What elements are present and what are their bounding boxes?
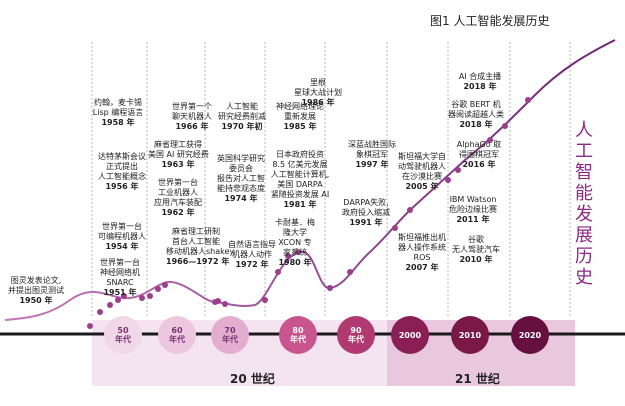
event-label: IBM Watson 危险边缘比赛 2011 年 [443, 195, 503, 225]
decade-marker: 70 年代 [211, 316, 249, 354]
event-dot [487, 137, 493, 143]
event-label: 斯坦福推出机 器人操作系统 ROS 2007 年 [392, 233, 452, 273]
event-label: 斯坦福大学自 动驾驶机器人 在沙漠比赛 2005 年 [392, 152, 452, 192]
event-dot [97, 309, 103, 315]
event-dot [121, 293, 127, 299]
event-dot [162, 282, 168, 288]
event-dot [525, 97, 531, 103]
event-dot [327, 285, 333, 291]
event-year: 1997 年 [355, 160, 389, 169]
decade-marker: 60 年代 [158, 316, 196, 354]
decade-marker: 90 年代 [337, 316, 375, 354]
event-label: AI 合成主播 2018 年 [450, 72, 510, 92]
event-dot [222, 301, 228, 307]
event-label: AlphaGo 取得围棋冠军 2016 年 [449, 140, 509, 170]
event-year: 1966 年 [175, 122, 209, 131]
event-year: 1985 年 [283, 122, 317, 131]
event-year: 1950 年 [19, 296, 53, 305]
event-label: 麻省理工获得 美国 AI 研究经费 1963 年 [148, 140, 209, 169]
event-year: 1951 年 [103, 288, 137, 297]
event-label: 世界第一台 神经网络机 SNARC 1951 年 [90, 258, 150, 298]
event-label: 里根 星球大战计划 1986 年 [288, 78, 348, 108]
event-year: 1981 年 [283, 200, 317, 209]
event-label: 神经网络理论 重新发展 1985 年 [270, 102, 330, 132]
event-year: 1962 年 [161, 208, 195, 217]
event-label: 人工智能 研究经费削减 1970 年初 [212, 102, 272, 132]
event-label: 图灵发表论文, 并提出图灵测试 1950 年 [8, 276, 64, 305]
event-dot [285, 253, 291, 259]
event-label: 世界第一台 工业机器人 应用汽车装配 1962 年 [148, 178, 208, 218]
event-label: 深蓝战胜国际 象棋冠军 1997 年 [342, 140, 402, 170]
event-dot [147, 293, 153, 299]
event-year: 1980 年 [278, 258, 312, 267]
event-label: 英国科学研究 委员会 报告对人工智 能持悲观态度 1974 年 [211, 154, 271, 204]
event-year: 1970 年初 [221, 122, 263, 131]
decade-marker: 2010 [451, 316, 489, 354]
event-year: 2018 年 [459, 120, 493, 129]
event-label: 谷歌 BERT 机器阅读超越人类 2018 年 [448, 100, 504, 129]
event-dot [347, 269, 353, 275]
event-dots [87, 97, 531, 329]
decade-marker: 50 年代 [104, 316, 142, 354]
event-year: 2005 年 [405, 182, 439, 191]
event-label: 谷歌 无人驾驶汽车 2010 年 [446, 235, 506, 265]
event-year: 2016 年 [462, 160, 496, 169]
event-label: 约翰，麦卡锡 Lisp 编程语言 1958 年 [88, 98, 148, 128]
event-year: 2007 年 [405, 263, 439, 272]
event-dot [139, 295, 145, 301]
event-dot [455, 167, 461, 173]
event-year: 1966—1972 年 [166, 257, 230, 266]
event-dot [212, 299, 218, 305]
event-label: 达特茅斯会议 正式提出 人工智能概念 1956 年 [92, 152, 152, 192]
side-title: 人工智能发展历史 [575, 120, 593, 288]
trend-curve [4, 39, 616, 321]
event-dot [275, 269, 281, 275]
century-label-21: 21 世纪 [455, 372, 500, 386]
decade-marker: 80 年代 [279, 316, 317, 354]
event-year: 1986 年 [301, 98, 335, 107]
event-dot [502, 123, 508, 129]
event-dot [107, 302, 113, 308]
event-dot [115, 297, 121, 303]
event-label: 日本政府投资 8.5 亿美元发展 人工智能计算机, 美国 DARPA 紧随投资发展 AI… [270, 150, 330, 209]
event-label: 自然语言指导 机器人动作 1972 年 [222, 240, 282, 270]
event-label: 世界第一个 聊天机器人 1966 年 [162, 102, 222, 132]
event-year: 1963 年 [161, 160, 195, 169]
decade-marker: 2020 [511, 316, 549, 354]
event-dot [445, 177, 451, 183]
event-year: 1956 年 [105, 182, 139, 191]
event-year: 2011 年 [456, 215, 490, 224]
event-year: 1974 年 [224, 194, 258, 203]
event-dot [392, 225, 398, 231]
event-dot [407, 207, 413, 213]
event-year: 2018 年 [463, 82, 497, 91]
event-year: 1954 年 [105, 242, 139, 251]
event-label: DARPA失败, 政府投入缩减 1991 年 [336, 198, 396, 228]
event-label: 世界第一台 可编程机器人 1954 年 [92, 222, 152, 252]
event-dot [155, 286, 161, 292]
event-year: 2010 年 [459, 255, 493, 264]
event-dot [87, 323, 93, 329]
event-year: 1972 年 [235, 260, 269, 269]
figure-title: 图1 人工智能发展历史 [430, 14, 550, 28]
event-dot [262, 297, 268, 303]
event-label: 卡耐基．梅 隆大学 XCON 专家系统 1980 年 [265, 218, 325, 268]
event-label: 麻省理工研制 首台人工智能 移动机器人shakey 1966—1972 年 [166, 227, 235, 266]
century-label-20: 20 世纪 [230, 372, 275, 386]
event-dot [295, 249, 301, 255]
event-year: 1958 年 [101, 118, 135, 127]
decade-marker: 2000 [391, 316, 429, 354]
event-year: 1991 年 [349, 218, 383, 227]
